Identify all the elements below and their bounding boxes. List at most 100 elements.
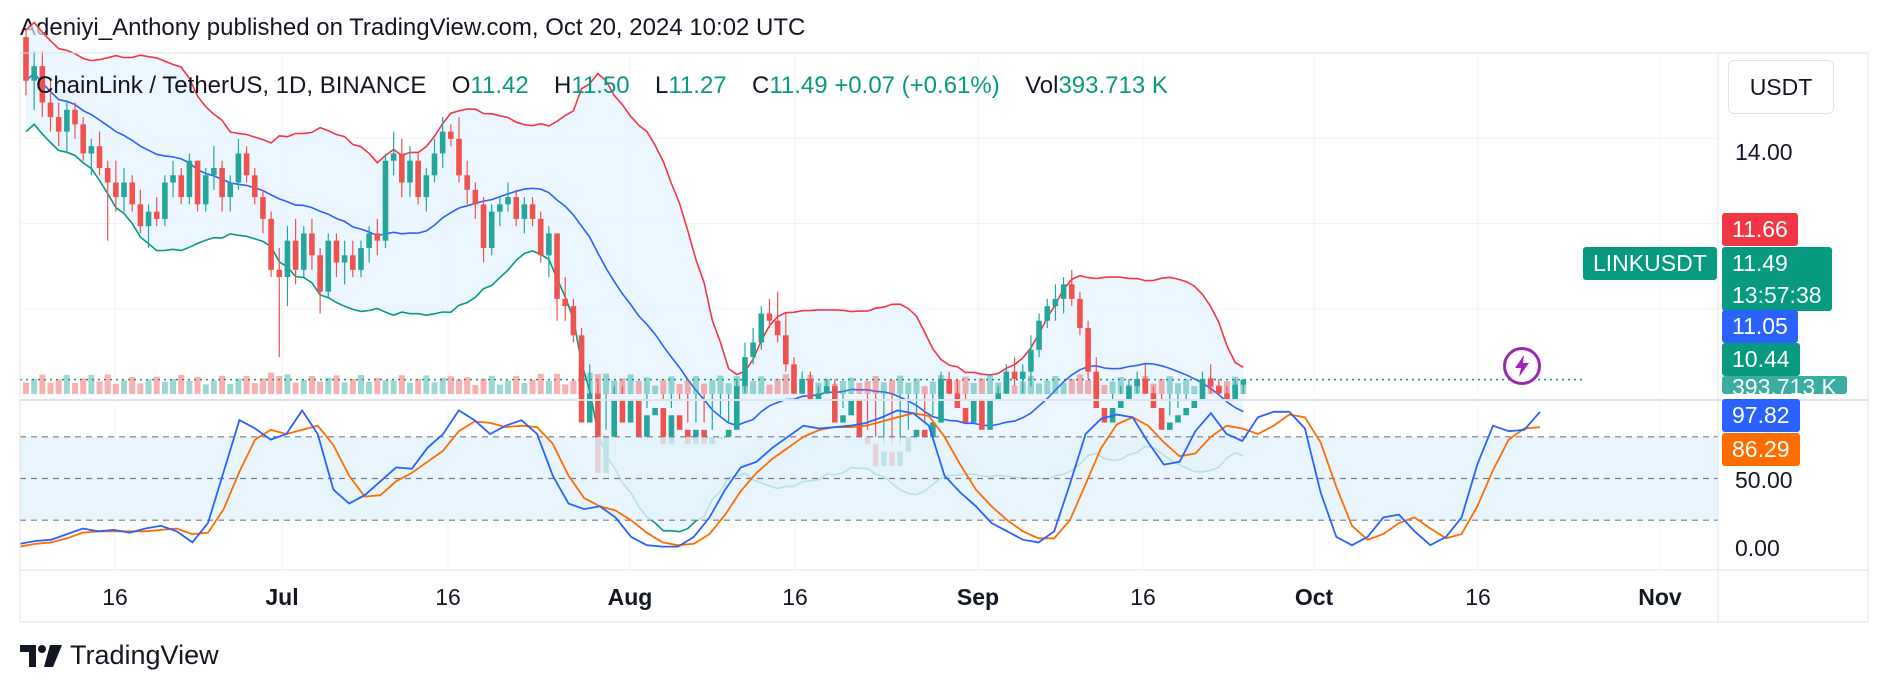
candle-body bbox=[930, 422, 936, 438]
volume-bar bbox=[464, 377, 471, 394]
candle-body bbox=[856, 400, 863, 438]
volume-bar bbox=[317, 381, 324, 394]
candle-body bbox=[848, 400, 854, 416]
volume-bar bbox=[72, 383, 79, 394]
candle-body bbox=[823, 386, 830, 394]
candle-body bbox=[832, 386, 838, 423]
volume-bar bbox=[23, 382, 29, 394]
volume-bar bbox=[635, 380, 642, 394]
volume-bar bbox=[153, 376, 160, 394]
stoch-d-line bbox=[19, 412, 1541, 548]
candle-body bbox=[1093, 371, 1100, 408]
upper-band-tag: 11.66 bbox=[1722, 213, 1798, 246]
candle-body bbox=[382, 160, 389, 241]
time-tick-label: Aug bbox=[607, 584, 653, 610]
volume-bar bbox=[570, 380, 577, 394]
candle-body bbox=[758, 313, 765, 343]
candle-body bbox=[72, 109, 78, 125]
candle-body bbox=[260, 197, 266, 219]
candle-body bbox=[88, 146, 95, 154]
candle-body bbox=[129, 182, 136, 205]
legend-high-label: H bbox=[554, 72, 572, 99]
candle-body bbox=[529, 204, 536, 219]
candle-body bbox=[390, 153, 397, 161]
volume-bar bbox=[333, 375, 340, 394]
volume-bar bbox=[325, 377, 332, 394]
candle-body bbox=[243, 153, 250, 176]
candle-body bbox=[366, 233, 372, 248]
brand-name: TradingView bbox=[70, 640, 219, 670]
volume-bar bbox=[529, 379, 536, 394]
candle-body bbox=[202, 175, 209, 205]
candle-body bbox=[423, 175, 430, 198]
candle-body bbox=[374, 233, 381, 241]
candle-body bbox=[562, 298, 569, 307]
candle-body bbox=[448, 131, 454, 139]
volume-bar bbox=[1191, 386, 1198, 394]
candle-body bbox=[733, 386, 740, 430]
stoch-d-tag: 86.29 bbox=[1722, 433, 1800, 466]
candle-body bbox=[162, 182, 168, 219]
candle-body bbox=[1060, 284, 1067, 299]
time-tick-label: Oct bbox=[1294, 584, 1334, 610]
candle-body bbox=[783, 335, 789, 365]
lightning-button[interactable] bbox=[1503, 347, 1541, 385]
candle-body bbox=[774, 320, 781, 336]
candle-body bbox=[1224, 393, 1230, 401]
volume-bar bbox=[627, 374, 634, 394]
volume-bar bbox=[439, 377, 446, 394]
candle-body bbox=[104, 167, 111, 183]
candle-body bbox=[80, 124, 86, 154]
candle-body bbox=[292, 240, 299, 270]
candle-body bbox=[1044, 306, 1051, 321]
candle-body bbox=[186, 160, 193, 198]
candle-body bbox=[96, 146, 103, 168]
time-tick-label: 16 bbox=[1130, 584, 1156, 610]
candle-body bbox=[807, 378, 814, 401]
candle-body bbox=[488, 211, 495, 248]
volume-bar bbox=[357, 375, 364, 394]
legend-open-label: O bbox=[451, 72, 471, 99]
candle-body bbox=[1085, 327, 1091, 372]
volume-bar bbox=[987, 374, 994, 394]
time-tick-label: Jul bbox=[265, 584, 299, 610]
volume-bar bbox=[121, 380, 128, 394]
volume-bar bbox=[80, 378, 87, 394]
candle-body bbox=[644, 415, 650, 438]
candle-body bbox=[946, 378, 953, 394]
last-price: 11.49 bbox=[1732, 250, 1788, 276]
candle-body bbox=[211, 167, 217, 176]
chart-legend: ChainLink / TetherUS, 1D, BINANCE O11.42… bbox=[36, 72, 1168, 100]
candle-body bbox=[341, 255, 348, 263]
candle-body bbox=[1052, 298, 1059, 307]
volume-bar bbox=[717, 375, 724, 394]
volume-bar bbox=[701, 383, 708, 394]
volume-bar bbox=[897, 375, 904, 394]
tradingview-logo-icon bbox=[20, 644, 62, 667]
legend-symbol: ChainLink / TetherUS, 1D, BINANCE bbox=[36, 72, 427, 99]
candle-body bbox=[300, 233, 307, 270]
last-price-tag: 11.49 13:57:38 bbox=[1722, 247, 1832, 311]
volume-bar bbox=[145, 379, 152, 394]
lower-band-tag: 10.44 bbox=[1722, 343, 1800, 376]
basis-tag: 11.05 bbox=[1722, 310, 1798, 343]
legend-high: 11.50 bbox=[571, 72, 630, 99]
candle-body bbox=[1019, 371, 1026, 379]
candle-body bbox=[1117, 400, 1124, 408]
candle-body bbox=[497, 204, 503, 212]
currency-selector[interactable]: USDT bbox=[1728, 60, 1834, 114]
volume-bar bbox=[161, 381, 168, 394]
candle-body bbox=[47, 102, 54, 118]
candle-body bbox=[55, 117, 62, 132]
volume-bar bbox=[194, 376, 201, 394]
legend-low-label: L bbox=[655, 72, 669, 99]
footer: TradingView bbox=[20, 640, 219, 671]
volume-bar bbox=[431, 382, 438, 394]
candle-body bbox=[676, 415, 683, 430]
volume-bar bbox=[537, 373, 544, 394]
chart-frame bbox=[19, 52, 1869, 623]
candle-body bbox=[652, 407, 658, 416]
volume-bar bbox=[978, 378, 985, 394]
candle-body bbox=[1036, 320, 1042, 350]
